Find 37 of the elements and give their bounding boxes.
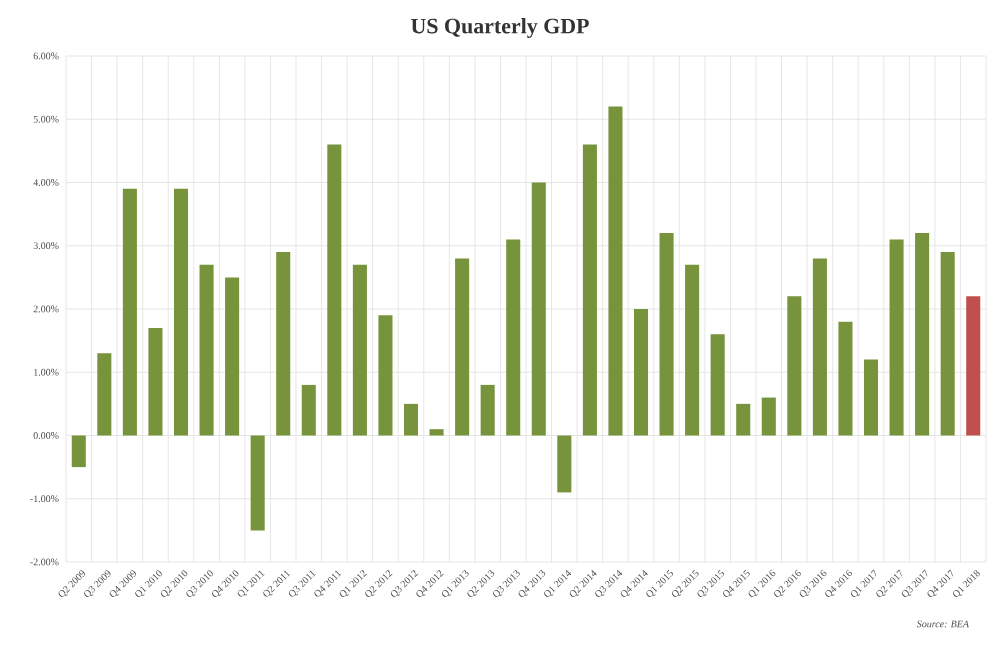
bar (225, 277, 240, 436)
bar (889, 239, 904, 436)
bar (403, 403, 419, 436)
bar (633, 309, 649, 436)
bar (378, 315, 393, 436)
bar (659, 233, 674, 436)
bar (250, 435, 265, 531)
bar (480, 384, 495, 436)
bar (429, 429, 444, 436)
bar (71, 435, 86, 468)
bar (199, 264, 214, 436)
bar (148, 327, 163, 436)
bar (122, 188, 137, 436)
bar (531, 182, 546, 436)
bar (608, 106, 623, 436)
bar (557, 435, 572, 493)
bar (276, 252, 291, 436)
bar (863, 359, 879, 436)
bar (506, 239, 521, 436)
bar (685, 264, 700, 436)
bar (838, 321, 853, 436)
bar (940, 252, 955, 436)
bar (761, 397, 776, 436)
bar (352, 264, 367, 436)
bar (787, 296, 802, 436)
bar (327, 144, 342, 436)
bar (812, 258, 827, 436)
chart-title: US Quarterly GDP (411, 18, 589, 38)
bar (582, 144, 597, 436)
bar (736, 403, 751, 436)
bar (173, 188, 189, 436)
bar (455, 258, 470, 436)
bar (915, 233, 930, 436)
bar (966, 296, 981, 436)
bar (710, 334, 725, 436)
bar (97, 353, 112, 436)
bar (301, 384, 316, 436)
